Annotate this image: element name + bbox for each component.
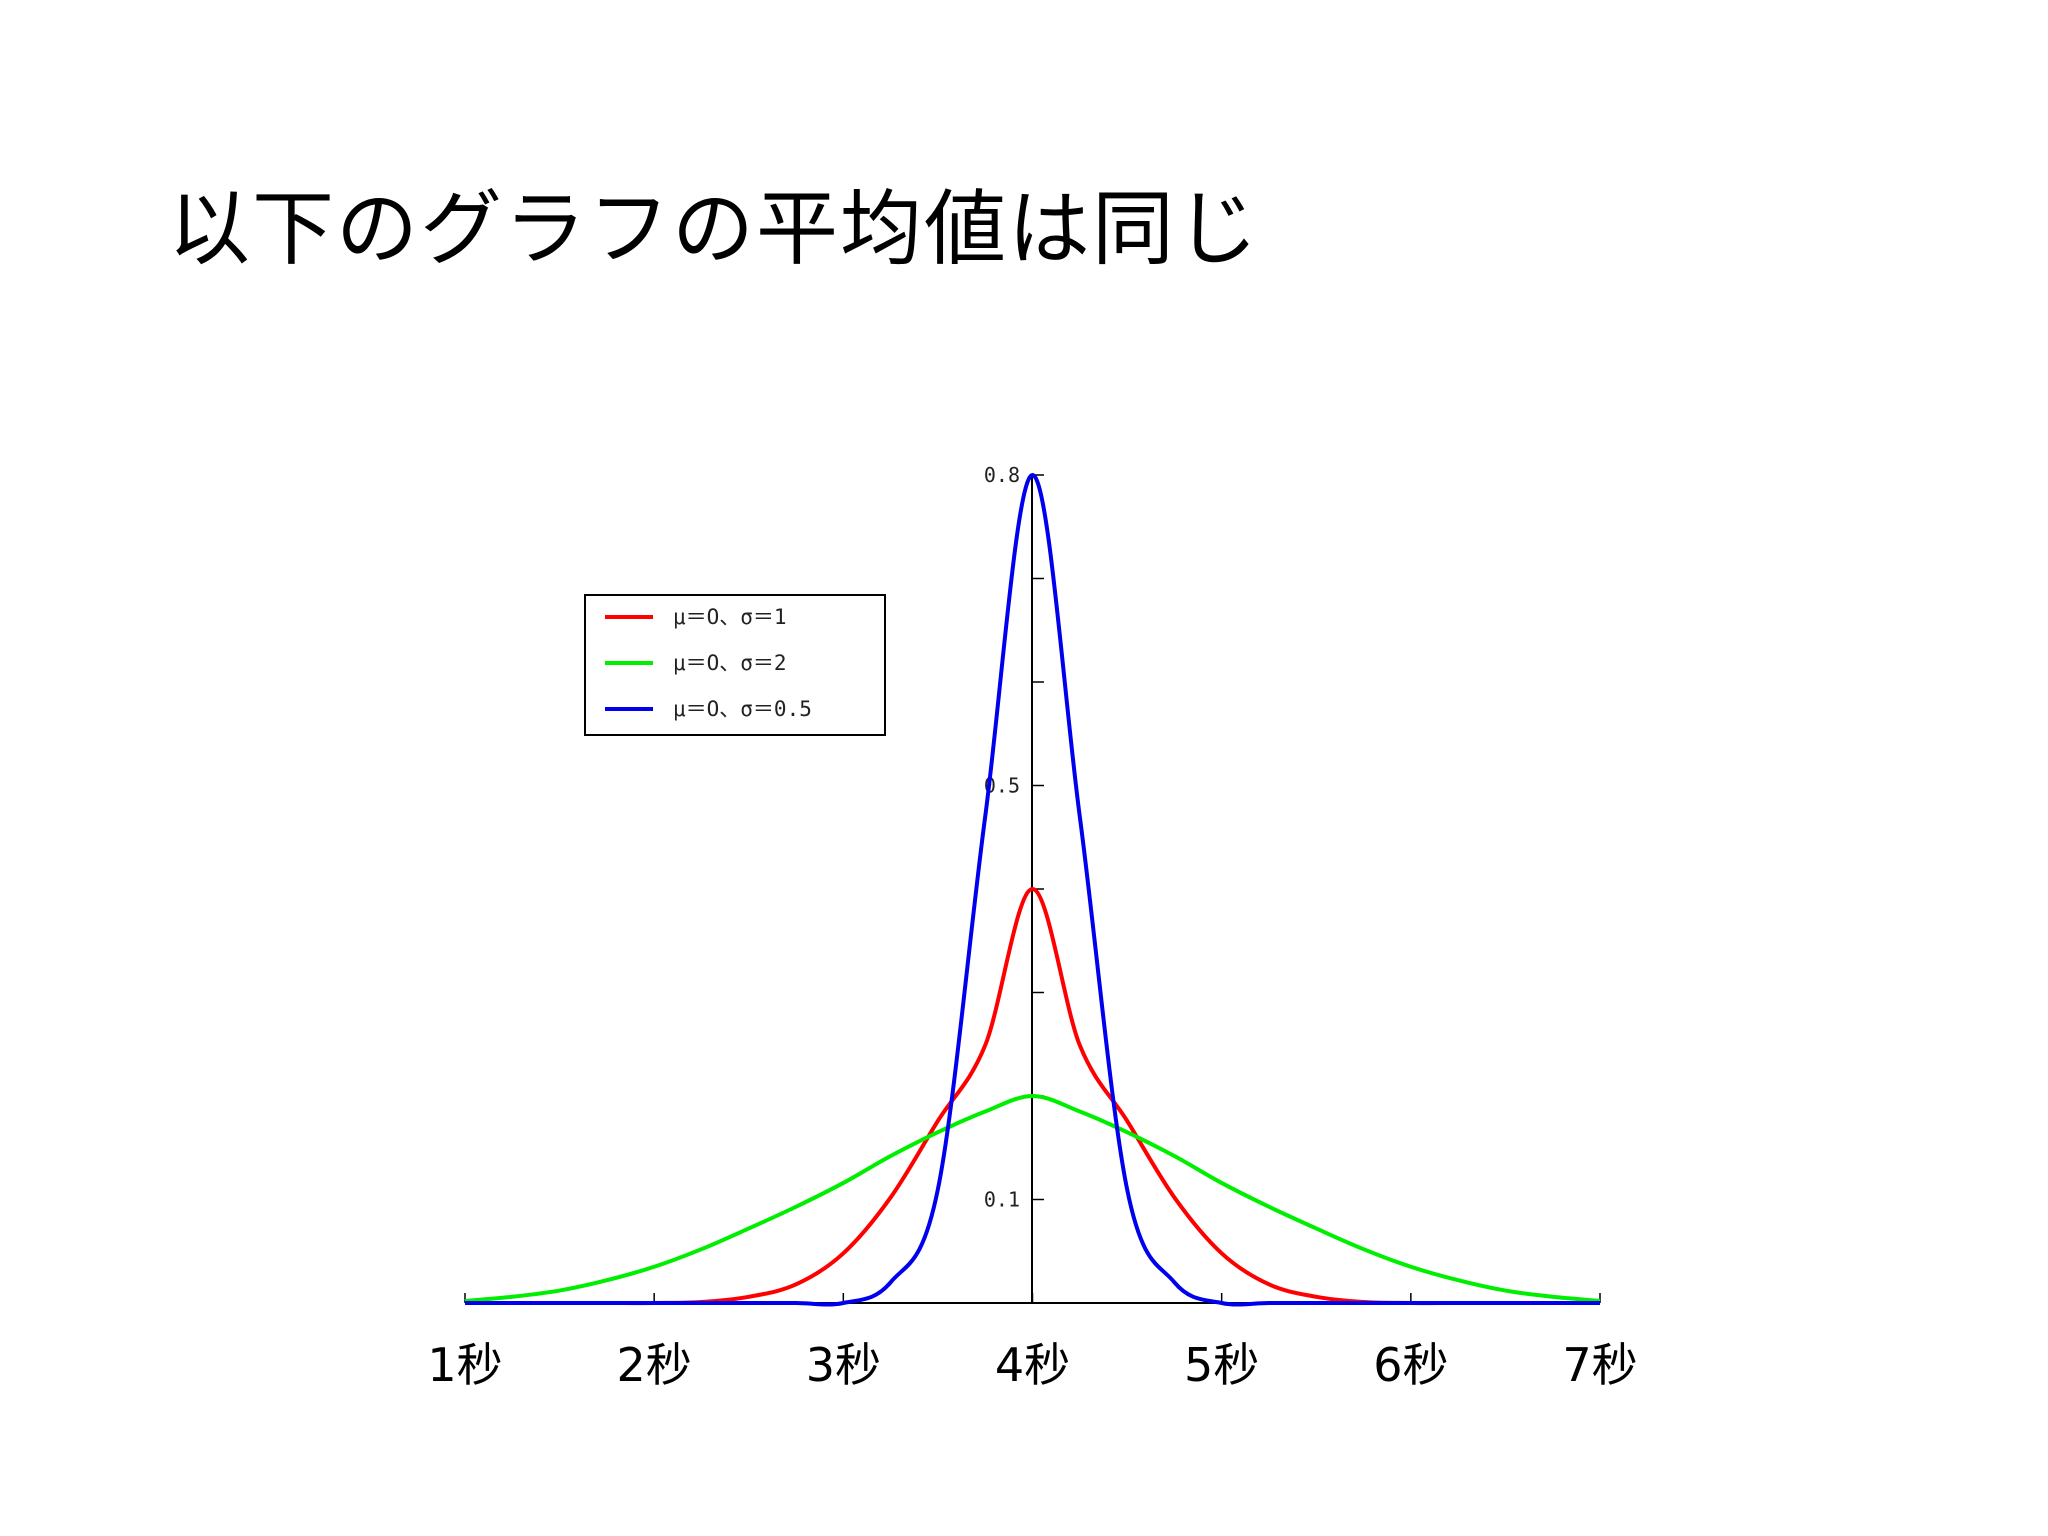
slide-title: 以下のグラフの平均値は同じ: [168, 182, 1261, 277]
legend-label: μ＝O、σ＝0.5: [673, 697, 812, 721]
series-line-3: [464, 473, 1600, 1307]
y-tick-label: 0.1: [984, 1188, 1020, 1212]
series-line-2: [464, 1094, 1601, 1303]
y-tick-label: 0.8: [984, 463, 1020, 487]
x-tick-label: 3秒: [806, 1338, 881, 1392]
x-tick-label: 7秒: [1562, 1338, 1637, 1392]
x-tick-label: 6秒: [1373, 1338, 1448, 1392]
x-tick-label: 2秒: [617, 1338, 692, 1392]
legend-label: μ＝O、σ＝2: [673, 651, 787, 675]
x-tick-label: 4秒: [995, 1338, 1070, 1392]
x-tick-label: 1秒: [427, 1338, 502, 1392]
legend-label: μ＝O、σ＝1: [673, 605, 787, 629]
x-tick-label: 5秒: [1184, 1338, 1259, 1392]
